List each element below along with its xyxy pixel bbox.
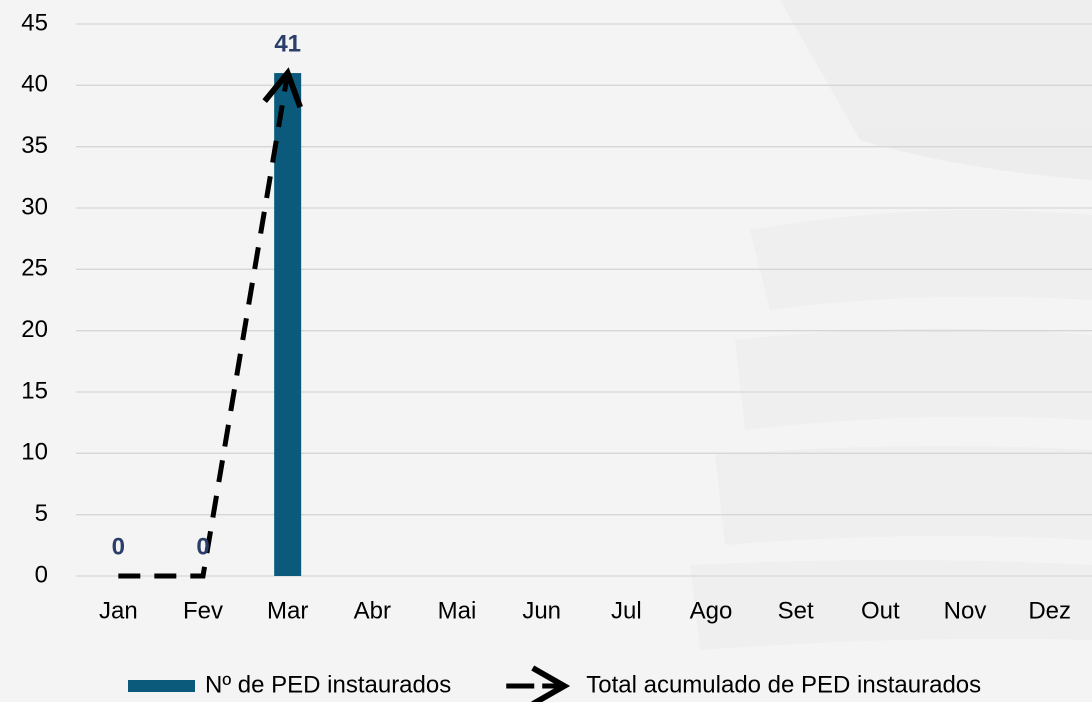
- x-tick-label: Jul: [611, 597, 642, 624]
- y-tick-label: 10: [21, 439, 48, 466]
- legend-label: Total acumulado de PED instaurados: [586, 671, 981, 698]
- watermark-shape: [780, 0, 1092, 180]
- x-tick-label: Set: [778, 597, 814, 624]
- watermark-shape: [715, 446, 1092, 545]
- watermark-shape: [750, 210, 1092, 310]
- y-tick-label: 35: [21, 132, 48, 159]
- x-tick-label: Jun: [522, 597, 561, 624]
- x-tick-label: Dez: [1028, 597, 1071, 624]
- data-label: 0: [196, 533, 209, 560]
- legend-swatch: [128, 680, 195, 692]
- x-tick-label: Nov: [944, 597, 987, 624]
- x-tick-label: Fev: [183, 597, 223, 624]
- data-label: 0: [112, 533, 125, 560]
- line: [118, 67, 303, 579]
- data-label: 41: [274, 30, 301, 57]
- x-tick-label: Jan: [99, 597, 138, 624]
- y-tick-label: 5: [35, 500, 48, 527]
- legend-label: Nº de PED instaurados: [205, 671, 451, 698]
- x-tick-label: Mar: [267, 597, 308, 624]
- x-tick-label: Abr: [354, 597, 391, 624]
- y-tick-label: 40: [21, 71, 48, 98]
- y-tick-label: 25: [21, 255, 48, 282]
- x-tick-label: Ago: [690, 597, 733, 624]
- y-tick-label: 30: [21, 193, 48, 220]
- y-tick-label: 45: [21, 9, 48, 36]
- bar: [274, 73, 302, 577]
- x-tick-label: Mai: [438, 597, 477, 624]
- watermark: [690, 0, 1092, 650]
- y-tick-label: 0: [35, 561, 48, 588]
- watermark-shape: [690, 560, 1092, 650]
- watermark-shape: [735, 328, 1092, 430]
- y-tick-label: 20: [21, 316, 48, 343]
- y-tick-label: 15: [21, 377, 48, 404]
- x-tick-label: Out: [861, 597, 900, 624]
